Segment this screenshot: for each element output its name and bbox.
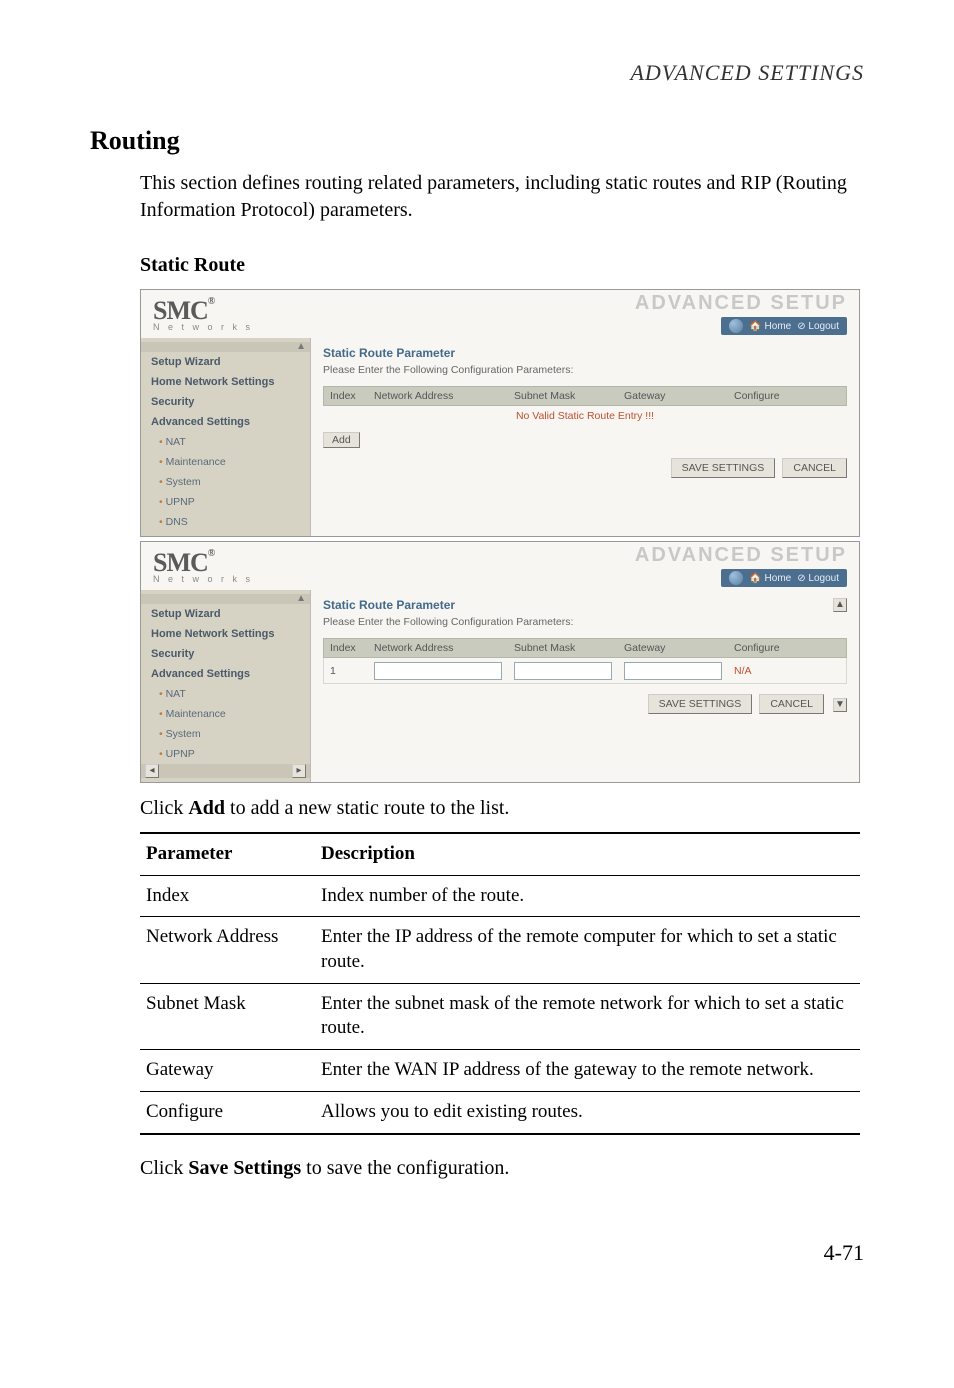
brand-sup: ® (208, 296, 214, 307)
setup-title: ADVANCED SETUP (311, 544, 847, 567)
param-desc: Allows you to edit existing routes. (315, 1091, 860, 1133)
home-icon (729, 319, 743, 333)
brand-sup: ® (208, 548, 214, 559)
home-logout-bar[interactable]: 🏠 Home ⊘ Logout (721, 569, 847, 587)
nav-maintenance[interactable]: Maintenance (141, 452, 310, 472)
col-gateway: Gateway (618, 390, 728, 402)
brand-sub: N e t w o r k s (153, 574, 311, 584)
section-heading: Routing (90, 126, 864, 156)
param-desc: Enter the WAN IP address of the gateway … (315, 1050, 860, 1092)
col-network: Network Address (368, 642, 508, 654)
network-address-input[interactable] (374, 662, 502, 680)
scroll-up-icon[interactable]: ▲ (141, 594, 310, 604)
col-configure: Configure (728, 642, 808, 654)
brand-text: SMC (153, 296, 208, 325)
parameter-table: Parameter Description Index Index number… (140, 832, 860, 1135)
nav-home-network[interactable]: Home Network Settings (141, 372, 310, 392)
nav-upnp[interactable]: UPNP (141, 744, 310, 764)
panel-subtitle: Please Enter the Following Configuration… (323, 364, 847, 376)
add-button[interactable]: Add (323, 432, 360, 448)
col-configure: Configure (728, 390, 808, 402)
scroll-left-icon[interactable]: ◂ (145, 764, 159, 778)
table-header: Index Network Address Subnet Mask Gatewa… (323, 386, 847, 406)
cancel-button[interactable]: CANCEL (759, 694, 824, 714)
nav-nat[interactable]: NAT (141, 684, 310, 704)
sidebar-nav: ▲ Setup Wizard Home Network Settings Sec… (141, 338, 311, 536)
col-network: Network Address (368, 390, 508, 402)
add-caption: Click Add to add a new static route to t… (140, 797, 864, 820)
col-subnet: Subnet Mask (508, 390, 618, 402)
col-subnet: Subnet Mask (508, 642, 618, 654)
logout-link[interactable]: ⊘ Logout (797, 573, 839, 584)
brand-text: SMC (153, 548, 208, 577)
scroll-right-icon[interactable]: ▸ (292, 764, 306, 778)
no-valid-entry: No Valid Static Route Entry !!! (323, 406, 847, 426)
param-name: Gateway (140, 1050, 315, 1092)
row-index: 1 (324, 665, 368, 677)
nav-nat[interactable]: NAT (141, 432, 310, 452)
param-desc: Index number of the route. (315, 875, 860, 917)
nav-advanced-settings[interactable]: Advanced Settings (141, 412, 310, 432)
content-scroll-down-icon[interactable]: ▼ (833, 698, 847, 712)
nav-setup-wizard[interactable]: Setup Wizard (141, 352, 310, 372)
panel-title: Static Route Parameter (323, 598, 833, 612)
nav-upnp[interactable]: UPNP (141, 492, 310, 512)
col-index: Index (324, 390, 368, 402)
table-header-parameter: Parameter (140, 833, 315, 875)
scroll-up-icon[interactable]: ▲ (141, 342, 310, 352)
home-link[interactable]: 🏠 Home (749, 321, 791, 332)
param-name: Index (140, 875, 315, 917)
nav-system[interactable]: System (141, 472, 310, 492)
content-scroll-up-icon[interactable]: ▲ (833, 598, 847, 612)
nav-security[interactable]: Security (141, 392, 310, 412)
subsection-heading: Static Route (140, 254, 864, 277)
gateway-screenshot-1: SMC® N e t w o r k s ADVANCED SETUP 🏠 Ho… (140, 289, 860, 537)
nav-security[interactable]: Security (141, 644, 310, 664)
nav-dns[interactable]: DNS (141, 512, 310, 532)
page-header: ADVANCED SETTINGS (90, 60, 864, 86)
param-name: Subnet Mask (140, 983, 315, 1049)
nav-home-network[interactable]: Home Network Settings (141, 624, 310, 644)
param-desc: Enter the IP address of the remote compu… (315, 917, 860, 983)
param-desc: Enter the subnet mask of the remote netw… (315, 983, 860, 1049)
nav-maintenance[interactable]: Maintenance (141, 704, 310, 724)
home-icon (729, 571, 743, 585)
nav-advanced-settings[interactable]: Advanced Settings (141, 664, 310, 684)
logout-link[interactable]: ⊘ Logout (797, 321, 839, 332)
section-body: This section defines routing related par… (140, 170, 864, 224)
save-note: Click Save Settings to save the configur… (140, 1157, 864, 1180)
nav-system[interactable]: System (141, 724, 310, 744)
table-header-description: Description (315, 833, 860, 875)
col-index: Index (324, 642, 368, 654)
panel-title: Static Route Parameter (323, 346, 847, 360)
setup-title: ADVANCED SETUP (311, 292, 847, 315)
gateway-input[interactable] (624, 662, 722, 680)
home-logout-bar[interactable]: 🏠 Home ⊘ Logout (721, 317, 847, 335)
save-settings-button[interactable]: SAVE SETTINGS (648, 694, 753, 714)
sidebar-nav: ▲ Setup Wizard Home Network Settings Sec… (141, 590, 311, 782)
cancel-button[interactable]: CANCEL (782, 458, 847, 478)
col-gateway: Gateway (618, 642, 728, 654)
panel-subtitle: Please Enter the Following Configuration… (323, 616, 833, 628)
nav-setup-wizard[interactable]: Setup Wizard (141, 604, 310, 624)
screenshot-stack: SMC® N e t w o r k s ADVANCED SETUP 🏠 Ho… (140, 289, 864, 783)
gateway-screenshot-2: SMC® N e t w o r k s ADVANCED SETUP 🏠 Ho… (140, 541, 860, 783)
page-number: 4-71 (90, 1240, 864, 1266)
logo: SMC® N e t w o r k s (141, 548, 311, 584)
param-name: Configure (140, 1091, 315, 1133)
table-header: Index Network Address Subnet Mask Gatewa… (323, 638, 847, 658)
row-configure: N/A (728, 665, 808, 677)
logo: SMC® N e t w o r k s (141, 296, 311, 332)
brand-sub: N e t w o r k s (153, 322, 311, 332)
table-row: 1 N/A (323, 658, 847, 684)
param-name: Network Address (140, 917, 315, 983)
save-settings-button[interactable]: SAVE SETTINGS (671, 458, 776, 478)
subnet-mask-input[interactable] (514, 662, 612, 680)
home-link[interactable]: 🏠 Home (749, 573, 791, 584)
